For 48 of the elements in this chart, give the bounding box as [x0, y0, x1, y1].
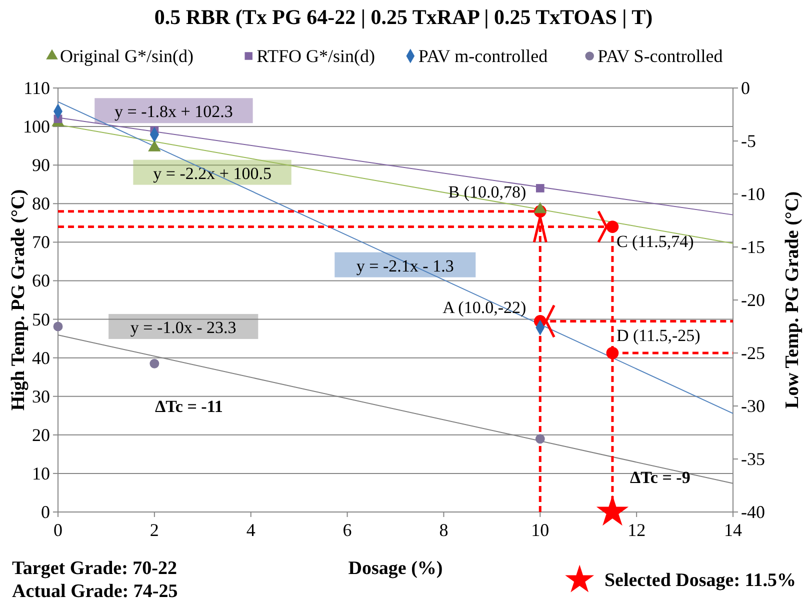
- series-label: y = -2.2x + 100.5: [153, 164, 272, 183]
- y-axis-title: High Temp. PG Grade (°C): [8, 189, 29, 411]
- x-tick-label: 12: [628, 520, 646, 540]
- text: Selected Dosage: 11.5%: [604, 570, 796, 591]
- x-tick-label: 2: [150, 520, 159, 540]
- x-tick-label: 8: [439, 520, 448, 540]
- y-tick-label: 80: [32, 194, 50, 214]
- y-tick-label: 30: [32, 386, 50, 406]
- legend-label: PAV S-controlled: [598, 46, 723, 66]
- legend-label: PAV m-controlled: [418, 46, 548, 66]
- x-tick-label: 14: [724, 520, 742, 540]
- y-tick-label: 40: [32, 348, 50, 368]
- chart-title: 0.5 RBR (Tx PG 64-22 | 0.25 TxRAP | 0.25 TxTOAS | T): [154, 5, 653, 29]
- x-tick-label: 6: [342, 520, 352, 540]
- y2-tick-label: -15: [741, 237, 765, 257]
- y-tick-label: 20: [32, 424, 50, 445]
- x-tick-label: 4: [246, 520, 256, 540]
- y2-tick-label: -25: [741, 343, 765, 363]
- y2-tick-label: -5: [741, 131, 756, 151]
- y-tick-label: 100: [23, 116, 50, 137]
- y2-tick-label: -35: [741, 449, 765, 469]
- series-label: y = -1.0x - 23.3: [130, 318, 236, 337]
- x-axis-title: Dosage (%): [348, 558, 443, 579]
- data-label: D (11.5,-25): [616, 326, 700, 345]
- annotation: ΔTc = -11: [155, 397, 223, 416]
- y2-tick-label: -40: [741, 502, 765, 522]
- text: Actual Grade: 74-25: [12, 581, 178, 602]
- y-tick-label: 0: [41, 502, 50, 522]
- y2-tick-label: 0: [741, 78, 750, 98]
- y-tick-label: 50: [32, 309, 50, 330]
- y-tick-label: 90: [32, 155, 50, 176]
- y-tick-label: 60: [32, 270, 50, 291]
- x-tick-label: 10: [531, 520, 550, 540]
- y-tick-label: 110: [24, 78, 50, 98]
- x-tick-label: 0: [54, 520, 62, 540]
- legend-label: Original G*/sin(d): [60, 46, 194, 66]
- y2-tick-label: -10: [741, 184, 765, 204]
- legend-label: RTFO G*/sin(d): [256, 46, 376, 66]
- series-label: y = -1.8x + 102.3: [114, 102, 233, 122]
- y2-tick-label: -20: [741, 290, 765, 310]
- annotation: ΔTc = -9: [630, 468, 690, 487]
- series-label: y = -2.1x - 1.3: [356, 256, 454, 276]
- text: Target Grade: 70-22: [12, 558, 177, 579]
- y-tick-label: 70: [32, 232, 50, 252]
- y2-tick-label: -30: [741, 396, 765, 416]
- data-label: C (11.5,74): [616, 232, 694, 251]
- y-tick-label: 10: [32, 463, 50, 484]
- y2-axis-title: Low Temp. PG Grade (°C): [782, 191, 803, 409]
